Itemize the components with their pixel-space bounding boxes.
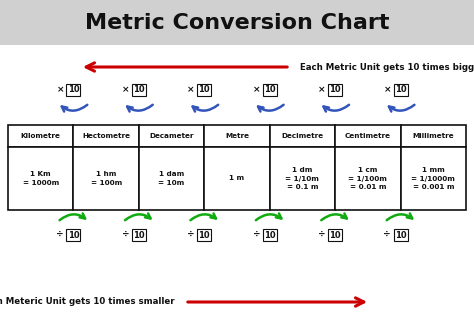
Text: 10: 10 [68,230,79,240]
Text: ×: × [187,85,195,94]
FancyArrowPatch shape [191,213,216,220]
FancyBboxPatch shape [132,229,146,241]
FancyArrowPatch shape [192,105,218,112]
FancyArrowPatch shape [62,105,87,112]
Text: 10: 10 [395,85,406,94]
Text: 1 Km
= 1000m: 1 Km = 1000m [23,171,59,186]
Text: ×: × [318,85,326,94]
Text: 10: 10 [199,85,210,94]
Text: 10: 10 [133,85,145,94]
Text: ×: × [253,85,260,94]
FancyBboxPatch shape [197,84,211,96]
Text: 10: 10 [133,230,145,240]
Bar [401,147,466,210]
Bar [8,125,73,147]
FancyArrowPatch shape [387,213,412,220]
Text: Each Metric Unit gets 10 times bigger: Each Metric Unit gets 10 times bigger [300,63,474,71]
Text: Metre: Metre [225,133,249,139]
Text: 10: 10 [329,230,341,240]
Text: 10: 10 [264,85,275,94]
Bar [0,0,474,45]
Text: 1 hm
= 100m: 1 hm = 100m [91,171,122,186]
Text: Metric Conversion Chart: Metric Conversion Chart [85,13,389,33]
FancyArrowPatch shape [321,213,347,220]
Text: 1 mm
= 1/1000m
= 0.001 m: 1 mm = 1/1000m = 0.001 m [411,167,455,190]
Text: 1 m: 1 m [229,176,245,182]
Bar [270,147,335,210]
FancyBboxPatch shape [66,229,81,241]
FancyArrowPatch shape [60,213,85,220]
Bar [139,147,204,210]
Text: 10: 10 [395,230,406,240]
Text: 10: 10 [199,230,210,240]
Bar [8,147,73,210]
Text: ÷: ÷ [253,230,260,240]
Text: Centimetre: Centimetre [345,133,391,139]
Bar [204,147,270,210]
Text: Hectometre: Hectometre [82,133,130,139]
FancyArrowPatch shape [127,105,153,112]
Text: 1 cm
= 1/100m
= 0.01 m: 1 cm = 1/100m = 0.01 m [348,167,387,190]
Text: ÷: ÷ [318,230,326,240]
Text: ×: × [56,85,64,94]
FancyArrowPatch shape [256,213,282,220]
Text: Decameter: Decameter [149,133,194,139]
Bar [73,147,139,210]
FancyBboxPatch shape [132,84,146,96]
FancyBboxPatch shape [393,84,408,96]
FancyArrowPatch shape [389,105,414,112]
Bar [335,125,401,147]
Bar [139,125,204,147]
FancyArrowPatch shape [125,213,151,220]
Text: Millimetre: Millimetre [412,133,454,139]
Text: ×: × [122,85,129,94]
FancyBboxPatch shape [197,229,211,241]
Text: 10: 10 [68,85,79,94]
Text: 1 dam
= 10m: 1 dam = 10m [158,171,185,186]
Bar [204,125,270,147]
Text: ÷: ÷ [56,230,64,240]
Text: 10: 10 [264,230,275,240]
FancyArrowPatch shape [323,105,349,112]
FancyBboxPatch shape [263,229,277,241]
Text: Kilometre: Kilometre [21,133,61,139]
Text: 1 dm
= 1/10m
= 0.1 m: 1 dm = 1/10m = 0.1 m [285,167,319,190]
Bar [270,125,335,147]
Text: ÷: ÷ [383,230,391,240]
FancyBboxPatch shape [328,229,342,241]
FancyBboxPatch shape [263,84,277,96]
Bar [335,147,401,210]
Text: ÷: ÷ [122,230,129,240]
Bar [73,125,139,147]
FancyBboxPatch shape [393,229,408,241]
Bar [401,125,466,147]
FancyBboxPatch shape [328,84,342,96]
Text: Each Meteric Unit gets 10 times smaller: Each Meteric Unit gets 10 times smaller [0,297,175,307]
Text: ÷: ÷ [187,230,195,240]
FancyBboxPatch shape [66,84,81,96]
Text: 10: 10 [329,85,341,94]
Text: Decimetre: Decimetre [282,133,323,139]
Text: ×: × [383,85,391,94]
FancyArrowPatch shape [258,105,283,112]
